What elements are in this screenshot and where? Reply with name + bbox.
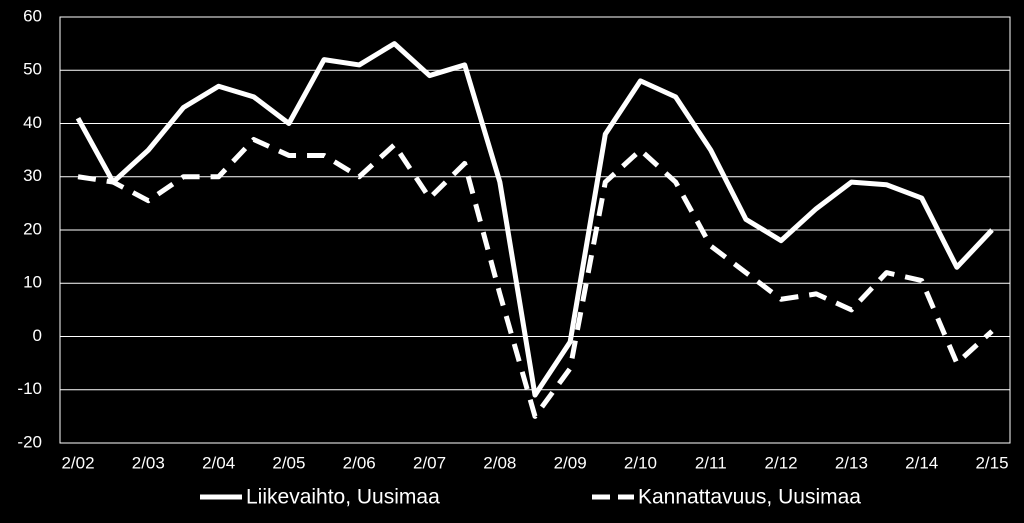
legend: Liikevaihto, Uusimaa Kannattavuus, Uusima… — [200, 486, 861, 509]
x-tick-label: 2/12 — [765, 453, 798, 472]
x-tick-label: 2/07 — [413, 453, 446, 472]
plot-frame — [59, 16, 1011, 444]
y-tick-label: -20 — [17, 432, 42, 451]
y-tick-label: 20 — [23, 219, 42, 238]
x-tick-label: 2/15 — [975, 453, 1008, 472]
x-tick-label: 2/08 — [483, 453, 516, 472]
x-tick-label: 2/04 — [202, 453, 235, 472]
x-tick-label: 2/06 — [343, 453, 376, 472]
x-tick-label: 2/11 — [695, 453, 727, 472]
y-tick-label: 30 — [23, 166, 42, 185]
x-tick-label: 2/09 — [554, 453, 587, 472]
y-tick-label: 10 — [23, 273, 42, 292]
y-tick-label: -10 — [17, 379, 42, 398]
y-tick-label: 60 — [23, 6, 42, 25]
x-tick-label: 2/10 — [624, 453, 657, 472]
y-tick-label: 50 — [23, 60, 42, 79]
x-tick-label: 2/05 — [272, 453, 305, 472]
x-tick-label: 2/13 — [835, 453, 868, 472]
legend-label: Kannattavuus, Uusimaa — [638, 486, 861, 509]
x-tick-label: 2/03 — [132, 453, 165, 472]
x-tick-label: 2/02 — [61, 453, 94, 472]
y-tick-label: 0 — [33, 326, 42, 345]
x-tick-label: 2/14 — [905, 453, 938, 472]
legend-label: Liikevaihto, Uusimaa — [246, 486, 440, 509]
line-series — [75, 41, 994, 398]
y-tick-label: 40 — [23, 113, 42, 132]
line-series — [77, 136, 994, 419]
